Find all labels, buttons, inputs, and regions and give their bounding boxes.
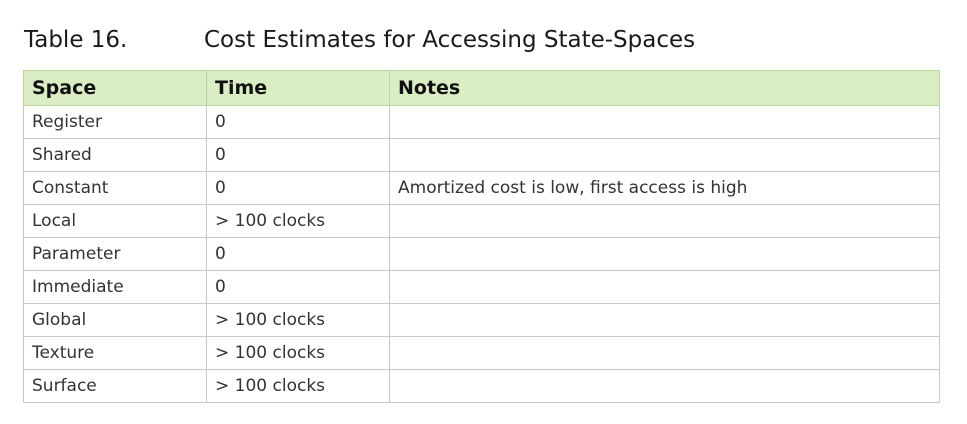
- cell-time: > 100 clocks: [206, 336, 390, 370]
- header-time: Time: [206, 70, 390, 106]
- cell-space: Local: [23, 204, 207, 238]
- table-caption: Table 16. Cost Estimates for Accessing S…: [24, 24, 695, 56]
- cell-notes: [389, 237, 940, 271]
- cell-notes: [389, 204, 940, 238]
- table-row: Immediate 0: [23, 270, 940, 304]
- table-body: Register 0 Shared 0 Constant 0 Amortized…: [23, 105, 940, 403]
- table-row: Global > 100 clocks: [23, 303, 940, 337]
- table-row: Constant 0 Amortized cost is low, first …: [23, 171, 940, 205]
- cell-time: 0: [206, 171, 390, 205]
- header-notes: Notes: [389, 70, 940, 106]
- cell-notes: [389, 303, 940, 337]
- cell-space: Texture: [23, 336, 207, 370]
- cell-time: > 100 clocks: [206, 204, 390, 238]
- cell-notes: [389, 138, 940, 172]
- table-number: Table 16.: [24, 27, 128, 53]
- cell-notes: [389, 105, 940, 139]
- table-header: Space Time Notes: [23, 70, 940, 106]
- cell-notes: [389, 369, 940, 403]
- header-row: Space Time Notes: [23, 70, 940, 106]
- table-title: Cost Estimates for Accessing State-Space…: [204, 27, 696, 53]
- cell-notes: Amortized cost is low, first access is h…: [389, 171, 940, 205]
- cell-time: 0: [206, 237, 390, 271]
- cell-time: > 100 clocks: [206, 303, 390, 337]
- cell-time: 0: [206, 105, 390, 139]
- cell-space: Immediate: [23, 270, 207, 304]
- cell-time: 0: [206, 138, 390, 172]
- cell-notes: [389, 336, 940, 370]
- cell-time: > 100 clocks: [206, 369, 390, 403]
- state-space-cost-table: Space Time Notes Register 0 Shared 0 Con…: [23, 70, 940, 403]
- header-space: Space: [23, 70, 207, 106]
- cell-space: Register: [23, 105, 207, 139]
- cell-space: Global: [23, 303, 207, 337]
- table-row: Shared 0: [23, 138, 940, 172]
- table-row: Surface > 100 clocks: [23, 369, 940, 403]
- table-row: Local > 100 clocks: [23, 204, 940, 238]
- cell-space: Parameter: [23, 237, 207, 271]
- table-row: Register 0: [23, 105, 940, 139]
- table-row: Texture > 100 clocks: [23, 336, 940, 370]
- cell-space: Shared: [23, 138, 207, 172]
- cell-notes: [389, 270, 940, 304]
- cell-time: 0: [206, 270, 390, 304]
- table-row: Parameter 0: [23, 237, 940, 271]
- cell-space: Surface: [23, 369, 207, 403]
- cell-space: Constant: [23, 171, 207, 205]
